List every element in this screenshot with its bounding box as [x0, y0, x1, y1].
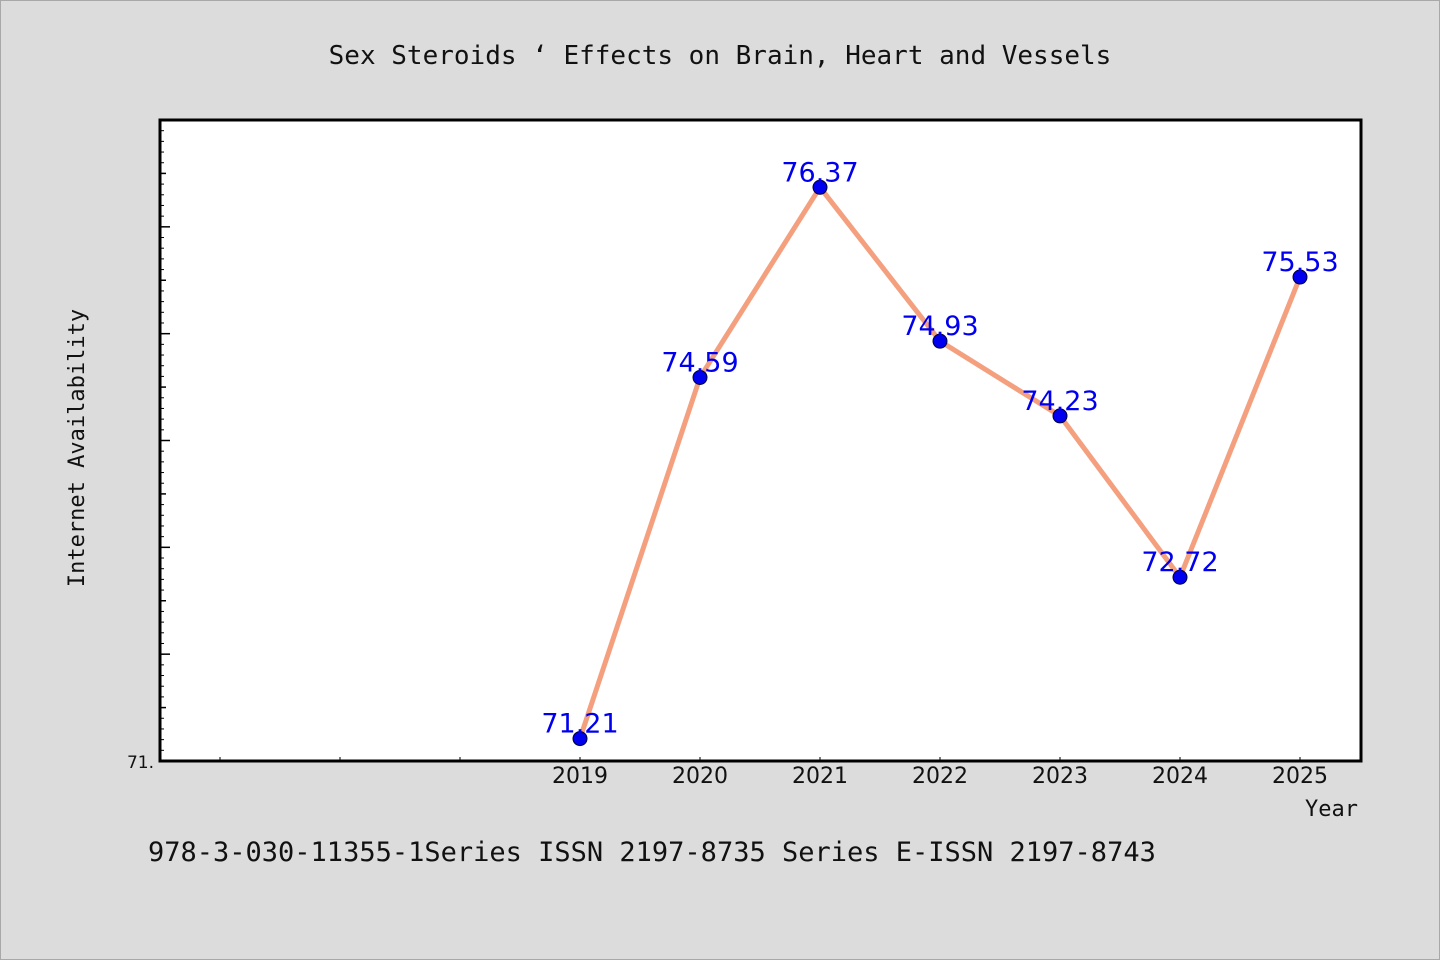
data-point	[692, 369, 708, 385]
data-label: 72.72	[1141, 547, 1218, 578]
x-tick-label: 2025	[1272, 764, 1328, 789]
data-point	[1172, 569, 1188, 585]
y-axis-label: Internet Availability	[65, 309, 90, 587]
data-label: 71.21	[541, 709, 618, 740]
x-tick-label: 2019	[552, 764, 608, 789]
x-axis-minor-ticks	[219, 757, 1301, 761]
data-point	[1052, 408, 1068, 424]
data-point	[1292, 269, 1308, 285]
chart-title: Sex Steroids ‘ Effects on Brain, Heart a…	[329, 41, 1112, 71]
data-point	[572, 731, 588, 747]
data-label: 74.93	[901, 311, 978, 342]
data-point	[812, 179, 828, 195]
data-label: 74.23	[1021, 386, 1098, 417]
x-tick-label: 2020	[672, 764, 728, 789]
series-1: 71.21 74.59 76.37 74.93 74.23 72.72 75.53	[541, 157, 1339, 747]
data-label: 74.59	[661, 347, 738, 378]
data-label: 75.53	[1261, 247, 1338, 278]
y-axis-ticks	[160, 119, 170, 762]
x-tick-labels: 2019 2020 2021 2022 2023 2024 2025	[552, 764, 1328, 789]
data-label: 76.37	[781, 157, 858, 188]
plot-area	[158, 118, 1363, 763]
x-tick-label: 2021	[792, 764, 848, 789]
x-tick-label: 2024	[1152, 764, 1208, 789]
data-point	[932, 333, 948, 349]
x-axis-label: Year	[1305, 797, 1358, 822]
x-tick-label: 2022	[912, 764, 968, 789]
x-tick-label: 2023	[1032, 764, 1088, 789]
y-tick-label: 71.	[127, 753, 154, 773]
footer-text: 978-3-030-11355-1Series ISSN 2197-8735 S…	[148, 837, 1156, 868]
